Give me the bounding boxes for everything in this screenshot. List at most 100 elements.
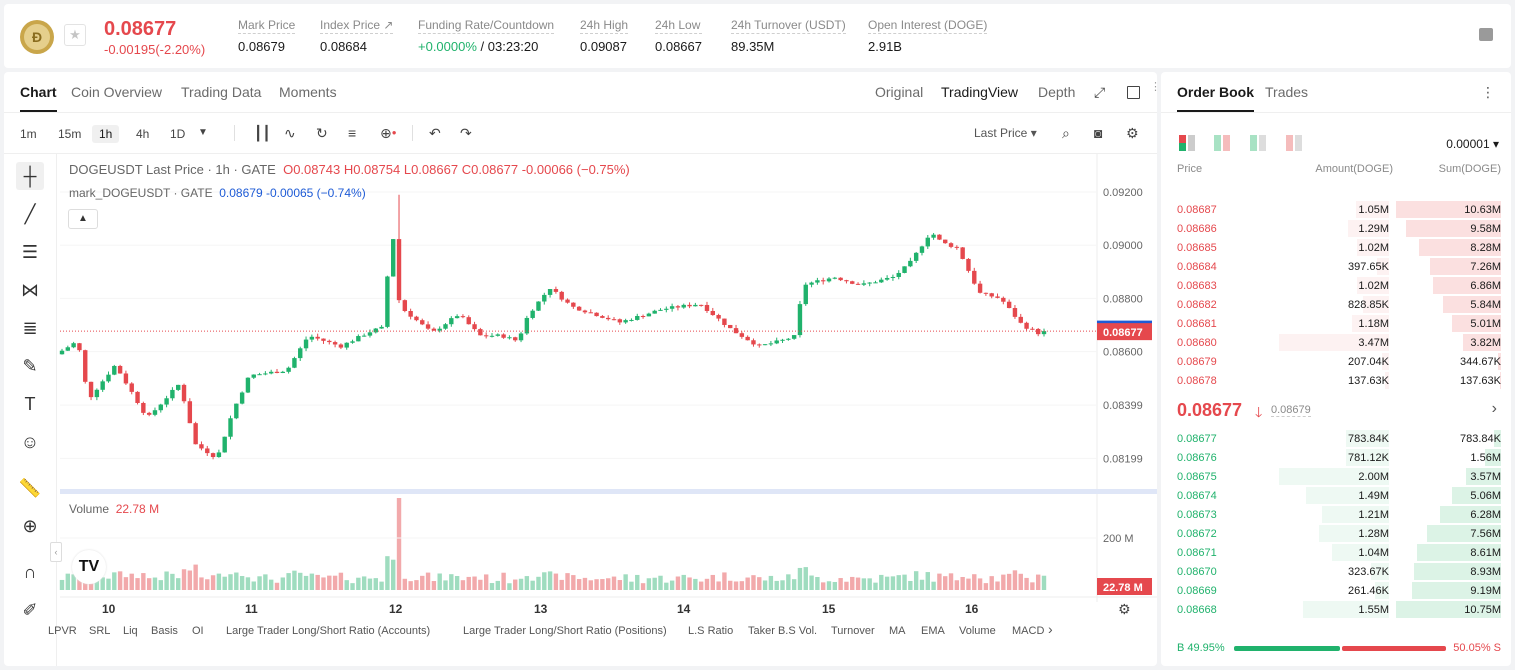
text-icon[interactable]: T — [24, 394, 36, 414]
bid-row[interactable]: 0.08674 1.49M 5.06M — [1161, 486, 1511, 505]
tab-trades[interactable]: Trades — [1265, 84, 1309, 100]
scroll-left-button[interactable]: ‹ — [50, 542, 62, 562]
book-asks-icon[interactable] — [1286, 135, 1302, 151]
expand-icon[interactable]: ⤢ — [1094, 84, 1106, 100]
bid-row[interactable]: 0.08670 323.67K 8.93M — [1161, 562, 1511, 581]
row-amount: 1.02M — [1358, 280, 1389, 292]
bid-row[interactable]: 0.08672 1.28M 7.56M — [1161, 524, 1511, 543]
horizontal-lines-icon[interactable]: ☰ — [21, 242, 39, 262]
search-icon[interactable]: ⌕ — [1062, 125, 1070, 141]
indicator-volume[interactable]: Volume — [959, 625, 996, 637]
ask-row[interactable]: 0.08683 1.02M 6.86M — [1161, 276, 1511, 295]
bid-row[interactable]: 0.08677 783.84K 783.84K — [1161, 429, 1511, 448]
timeframe-1m[interactable]: 1m — [20, 127, 37, 141]
panel-drag-icon[interactable]: ⋮ — [1150, 81, 1157, 93]
ask-row[interactable]: 0.08681 1.18M 5.01M — [1161, 314, 1511, 333]
indicator-lpvr[interactable]: LPVR — [48, 625, 77, 637]
brush-icon[interactable]: ✎ — [22, 356, 38, 376]
trend-line-icon[interactable]: ╱ — [24, 204, 36, 224]
view-depth[interactable]: Depth — [1038, 84, 1076, 100]
row-price: 0.08668 — [1177, 604, 1217, 616]
collapse-legend-button[interactable]: ▲ — [68, 209, 98, 229]
volume-bar — [245, 577, 251, 590]
indicator-oi[interactable]: OI — [192, 625, 204, 637]
ask-row[interactable]: 0.08687 1.05M 10.63M — [1161, 200, 1511, 219]
indicator-srl[interactable]: SRL — [89, 625, 111, 637]
view-tradingview[interactable]: TradingView — [941, 84, 1019, 100]
indicator-macd[interactable]: MACD — [1012, 625, 1045, 637]
ask-row[interactable]: 0.08680 3.47M 3.82M — [1161, 333, 1511, 352]
candle-type-icon[interactable]: ┃┃ — [254, 125, 271, 141]
add-indicator-icon[interactable]: ⊕● — [380, 125, 397, 141]
amount-depth-bar — [1346, 449, 1389, 466]
precision-select[interactable]: 0.00001 ▾ — [1446, 137, 1499, 151]
bid-row[interactable]: 0.08675 2.00M 3.57M — [1161, 467, 1511, 486]
magnet-icon[interactable]: ∩ — [23, 562, 37, 582]
timeframe-4h[interactable]: 4h — [136, 127, 150, 141]
indicator-trader-accounts[interactable]: Large Trader Long/Short Ratio (Accounts) — [226, 625, 431, 637]
indicator-basis[interactable]: Basis — [151, 625, 178, 637]
bid-row[interactable]: 0.08671 1.04M 8.61M — [1161, 543, 1511, 562]
tab-order-book[interactable]: Order Book — [1177, 84, 1255, 112]
emoji-icon[interactable]: ☺ — [20, 432, 40, 452]
bid-row[interactable]: 0.08676 781.12K 1.56M — [1161, 448, 1511, 467]
amount-depth-bar — [1385, 372, 1389, 389]
timeframe-1d[interactable]: 1D — [170, 127, 186, 141]
book-icon[interactable] — [1479, 28, 1493, 41]
ask-row[interactable]: 0.08684 397.65K 7.26M — [1161, 257, 1511, 276]
tab-trading-data[interactable]: Trading Data — [181, 84, 262, 100]
book-bids-icon[interactable] — [1250, 135, 1266, 151]
tab-moments[interactable]: Moments — [279, 84, 337, 100]
tab-coin-overview[interactable]: Coin Overview — [71, 84, 163, 100]
ask-row[interactable]: 0.08679 207.04K 344.67K — [1161, 352, 1511, 371]
pattern-icon[interactable]: ⋈ — [21, 280, 39, 300]
tab-chart[interactable]: Chart — [20, 84, 57, 112]
bid-row[interactable]: 0.08668 1.55M 10.75M — [1161, 600, 1511, 619]
candle-body — [117, 365, 123, 374]
zoom-in-icon[interactable]: ⊕ — [22, 516, 38, 536]
window-icon[interactable] — [1127, 86, 1140, 99]
favorite-star-icon[interactable]: ★ — [64, 24, 86, 46]
camera-icon[interactable]: ◙ — [1094, 125, 1103, 141]
chevron-right-icon[interactable]: › — [1491, 400, 1497, 417]
timeframe-15m[interactable]: 15m — [58, 127, 82, 141]
gear-icon[interactable]: ⚙ — [1126, 125, 1139, 141]
book-both-icon[interactable] — [1179, 135, 1195, 151]
time-axis-tick: 10 — [102, 602, 116, 616]
indicators-icon[interactable]: ∿ — [284, 125, 296, 141]
chevron-right-icon[interactable]: › — [1048, 621, 1053, 637]
replay-icon[interactable]: ↻ — [316, 125, 328, 141]
indicator-ema[interactable]: EMA — [921, 625, 945, 637]
candle-body — [733, 328, 739, 334]
settings-list-icon[interactable]: ≡ — [348, 125, 357, 141]
row-price: 0.08669 — [1177, 585, 1217, 597]
timeframe-1h[interactable]: 1h — [92, 125, 120, 143]
fib-icon[interactable]: ≣ — [22, 318, 38, 338]
crosshair-icon[interactable]: ┼ — [16, 162, 44, 190]
chevron-down-icon[interactable]: ▼ — [198, 127, 208, 138]
ask-row[interactable]: 0.08682 828.85K 5.84M — [1161, 295, 1511, 314]
book-split-icon[interactable] — [1214, 135, 1230, 151]
stat-index-price[interactable]: Index Price ↗ 0.08684 — [320, 18, 394, 54]
bid-row[interactable]: 0.08673 1.21M 6.28M — [1161, 505, 1511, 524]
price-source-select[interactable]: Last Price ▾ — [974, 126, 1037, 140]
redo-icon[interactable]: ↷ — [460, 125, 472, 141]
pencil-icon[interactable]: ✐ — [22, 600, 38, 620]
ruler-icon[interactable]: 📏 — [18, 478, 42, 498]
undo-icon[interactable]: ↶ — [429, 125, 441, 141]
indicator-ls-ratio[interactable]: L.S Ratio — [688, 625, 734, 637]
indicator-turnover[interactable]: Turnover — [831, 625, 875, 637]
sum-depth-bar — [1419, 239, 1501, 256]
indicator-taker-vol[interactable]: Taker B.S Vol. — [748, 625, 818, 637]
indicator-liq[interactable]: Liq — [123, 625, 138, 637]
ask-row[interactable]: 0.08685 1.02M 8.28M — [1161, 238, 1511, 257]
row-sum: 10.75M — [1464, 604, 1501, 616]
view-original[interactable]: Original — [875, 84, 924, 100]
indicator-trader-positions[interactable]: Large Trader Long/Short Ratio (Positions… — [463, 625, 667, 637]
price-chart[interactable]: 0.09200 0.09000 0.08800 0.08600 0.08399 0.081… — [4, 72, 1157, 666]
more-icon[interactable]: ⋮ — [1481, 84, 1495, 100]
indicator-ma[interactable]: MA — [889, 625, 906, 637]
ask-row[interactable]: 0.08678 137.63K 137.63K — [1161, 371, 1511, 390]
ask-row[interactable]: 0.08686 1.29M 9.58M — [1161, 219, 1511, 238]
bid-row[interactable]: 0.08669 261.46K 9.19M — [1161, 581, 1511, 600]
